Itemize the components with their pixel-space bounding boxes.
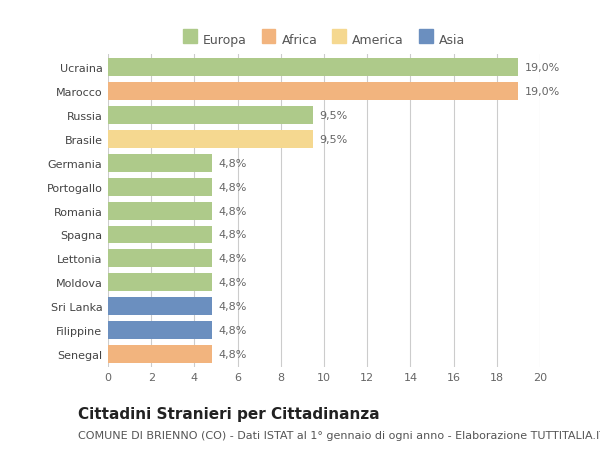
Text: 4,8%: 4,8%: [218, 158, 247, 168]
Bar: [108, 297, 212, 315]
Text: 4,8%: 4,8%: [218, 230, 247, 240]
Text: 4,8%: 4,8%: [218, 349, 247, 359]
Bar: [108, 202, 212, 220]
Text: 4,8%: 4,8%: [218, 254, 247, 264]
Text: 9,5%: 9,5%: [320, 111, 348, 121]
Bar: [108, 321, 212, 339]
Text: Cittadini Stranieri per Cittadinanza: Cittadini Stranieri per Cittadinanza: [78, 406, 380, 421]
Text: COMUNE DI BRIENNO (CO) - Dati ISTAT al 1° gennaio di ogni anno - Elaborazione TU: COMUNE DI BRIENNO (CO) - Dati ISTAT al 1…: [78, 431, 600, 441]
Text: 19,0%: 19,0%: [525, 63, 560, 73]
Bar: [108, 83, 518, 101]
Text: 4,8%: 4,8%: [218, 325, 247, 335]
Bar: [108, 107, 313, 125]
Bar: [108, 345, 212, 363]
Bar: [108, 274, 212, 291]
Text: 4,8%: 4,8%: [218, 206, 247, 216]
Bar: [108, 59, 518, 77]
Bar: [108, 226, 212, 244]
Text: 4,8%: 4,8%: [218, 182, 247, 192]
Text: 19,0%: 19,0%: [525, 87, 560, 97]
Bar: [108, 179, 212, 196]
Legend: Europa, Africa, America, Asia: Europa, Africa, America, Asia: [179, 30, 469, 50]
Text: 4,8%: 4,8%: [218, 278, 247, 288]
Bar: [108, 131, 313, 149]
Text: 4,8%: 4,8%: [218, 302, 247, 312]
Text: 9,5%: 9,5%: [320, 134, 348, 145]
Bar: [108, 250, 212, 268]
Bar: [108, 155, 212, 173]
